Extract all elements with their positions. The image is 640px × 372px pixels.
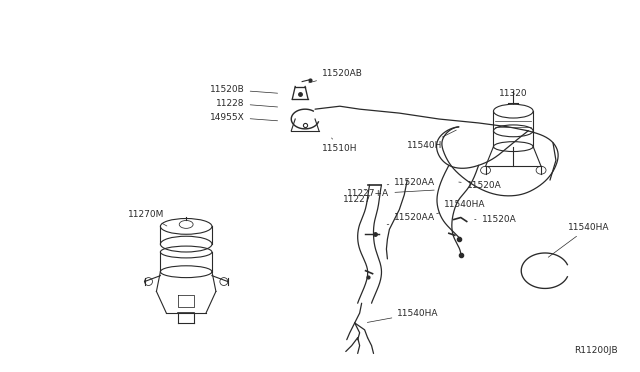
Text: 11540HA: 11540HA — [367, 308, 439, 323]
Text: 11540H: 11540H — [408, 130, 456, 150]
Text: 11520AB: 11520AB — [309, 69, 363, 83]
Text: 11510H: 11510H — [322, 138, 358, 153]
Text: 11520AA: 11520AA — [387, 177, 435, 187]
Text: 11228: 11228 — [216, 99, 278, 108]
Text: 11540HA: 11540HA — [436, 200, 485, 214]
Text: 11520A: 11520A — [475, 215, 516, 224]
Text: 11520AA: 11520AA — [387, 213, 435, 225]
Text: 11320: 11320 — [499, 89, 527, 105]
Text: 14955X: 14955X — [210, 113, 278, 122]
Text: 11520A: 11520A — [459, 180, 502, 189]
Text: 11270M: 11270M — [129, 210, 167, 226]
Text: 11540HA: 11540HA — [548, 223, 609, 257]
Text: R11200JB: R11200JB — [574, 346, 618, 355]
Text: 11227: 11227 — [344, 190, 372, 204]
Text: 11520B: 11520B — [210, 85, 278, 94]
Text: 11227+A: 11227+A — [348, 189, 434, 198]
